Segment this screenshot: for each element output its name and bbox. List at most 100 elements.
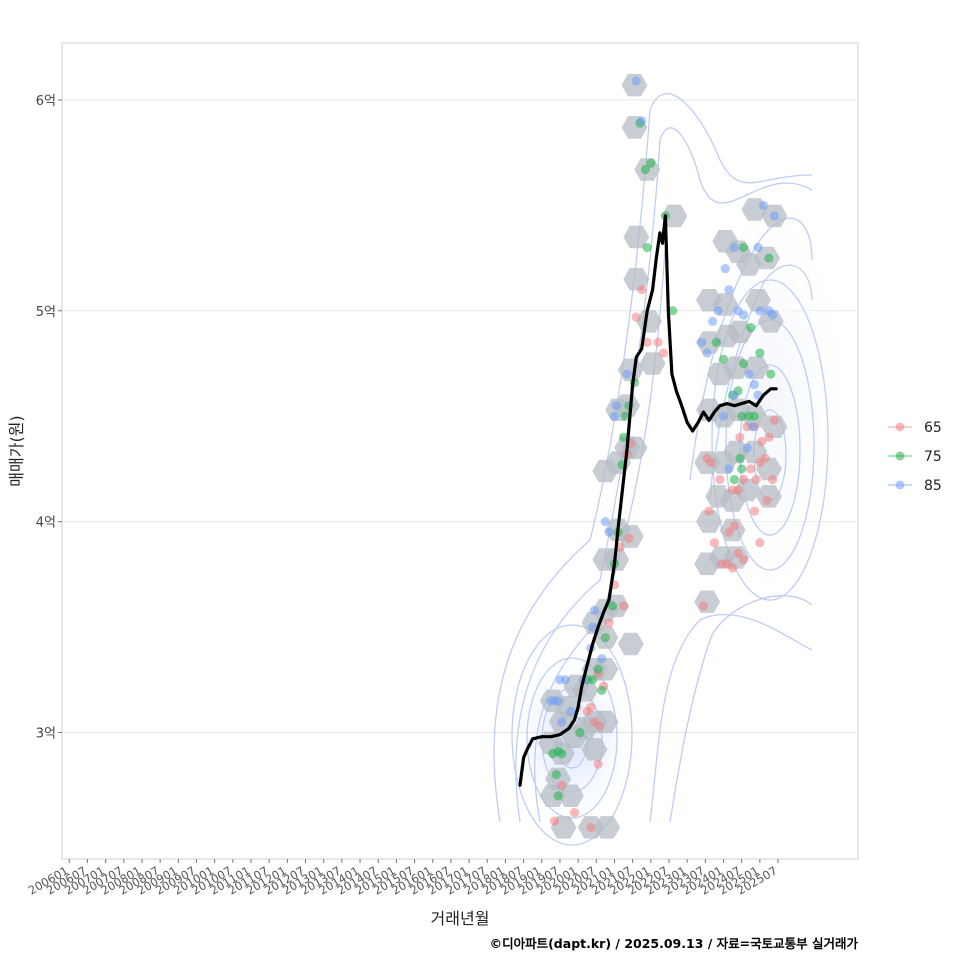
density-contour-mid-3 <box>669 595 813 823</box>
point-series-75 <box>749 411 760 421</box>
legend-label-65: 65 <box>924 420 942 436</box>
point-series-65 <box>769 415 780 426</box>
legend-label-75: 75 <box>924 449 942 465</box>
density-contour-ring-1 <box>711 279 829 601</box>
point-series-85 <box>738 310 749 320</box>
hexbin-cell <box>639 352 666 375</box>
y-tick-label: 4억 <box>36 516 56 531</box>
hexbin-cell <box>594 816 621 839</box>
point-series-65 <box>733 548 743 558</box>
legend-key-dot-85 <box>895 480 905 490</box>
point-series-65 <box>738 554 749 565</box>
trend-line <box>518 214 778 787</box>
y-axis-title: 매매가(원) <box>7 415 26 486</box>
point-series-65 <box>749 506 760 516</box>
point-series-85 <box>560 675 571 685</box>
point-series-75 <box>711 337 721 348</box>
point-series-75 <box>600 633 610 643</box>
x-axis: 2006012006072007012007072008012008072009… <box>26 859 780 898</box>
point-series-85 <box>713 306 723 316</box>
point-series-85 <box>697 337 707 348</box>
point-series-75 <box>642 242 652 253</box>
point-series-85 <box>724 285 734 295</box>
point-series-65 <box>595 721 605 731</box>
point-series-65 <box>586 702 596 712</box>
point-series-75 <box>755 348 765 358</box>
point-series-75 <box>718 354 729 364</box>
point-series-65 <box>586 822 596 832</box>
point-series-65 <box>709 538 720 548</box>
hexbin-cell <box>636 310 662 333</box>
point-series-85 <box>566 706 576 717</box>
point-series-65 <box>733 485 743 495</box>
point-series-85 <box>753 242 763 253</box>
x-axis-title: 거래년월 <box>431 909 490 928</box>
point-series-85 <box>622 369 632 379</box>
point-series-65 <box>642 337 652 348</box>
point-series-65 <box>618 601 629 611</box>
y-axis: 3억 4억 5억 6억 <box>36 94 62 741</box>
density-glow-late <box>680 170 858 630</box>
point-series-65 <box>751 474 761 485</box>
point-series-75 <box>735 453 745 463</box>
point-series-85 <box>742 443 752 453</box>
point-series-75 <box>729 474 740 485</box>
density-contour-mid-2 <box>649 613 813 823</box>
density-contour-ring-6 <box>526 657 618 819</box>
point-series-85 <box>597 654 607 664</box>
point-series-75 <box>597 685 607 695</box>
point-series-85 <box>744 369 754 379</box>
point-series-65 <box>757 436 767 447</box>
point-series-65 <box>735 432 745 442</box>
point-series-65 <box>569 808 580 818</box>
point-series-75 <box>746 323 756 333</box>
point-series-75 <box>737 411 747 421</box>
point-series-65 <box>767 474 778 485</box>
point-series-75 <box>738 242 749 253</box>
hexbin-cell <box>581 738 608 761</box>
point-series-65 <box>746 464 756 474</box>
point-series-65 <box>658 348 669 358</box>
point-series-65 <box>557 780 567 790</box>
point-series-65 <box>760 453 770 463</box>
point-series-65 <box>698 601 709 611</box>
point-series-75 <box>575 727 585 738</box>
point-series-85 <box>553 696 563 706</box>
point-series-75 <box>620 411 630 421</box>
point-series-85 <box>557 717 567 727</box>
point-series-65 <box>604 618 614 628</box>
hexbin-cell <box>539 784 566 807</box>
point-series-85 <box>708 316 718 326</box>
hexbin-cell <box>726 320 753 344</box>
point-series-85 <box>729 390 740 400</box>
point-series-65 <box>738 474 749 485</box>
legend: 65 75 85 <box>888 420 942 494</box>
hexbin-cell <box>623 267 650 291</box>
point-series-75 <box>553 791 563 801</box>
point-series-75 <box>551 770 561 780</box>
point-series-85 <box>729 242 740 253</box>
point-series-65 <box>764 432 774 442</box>
point-series-85 <box>637 116 647 126</box>
point-series-65 <box>549 816 560 826</box>
hexbin-cell <box>745 289 771 312</box>
point-series-85 <box>588 622 598 632</box>
point-series-85 <box>755 306 765 316</box>
point-series-65 <box>729 521 740 531</box>
density-contour-ring-5 <box>511 624 633 846</box>
point-series-85 <box>604 527 614 537</box>
point-series-65 <box>728 563 738 573</box>
point-series-65 <box>653 337 663 348</box>
hexbin-cell <box>757 310 784 333</box>
point-series-65 <box>637 285 647 295</box>
point-series-65 <box>724 527 734 537</box>
hexbin-cell <box>617 632 644 656</box>
hexbin-cell <box>623 225 650 249</box>
hexbin-cell <box>761 415 788 438</box>
point-series-65 <box>715 474 725 485</box>
point-series-85 <box>747 422 758 432</box>
point-series-85 <box>769 211 780 221</box>
point-series-65 <box>706 457 716 468</box>
point-series-75 <box>618 432 629 442</box>
